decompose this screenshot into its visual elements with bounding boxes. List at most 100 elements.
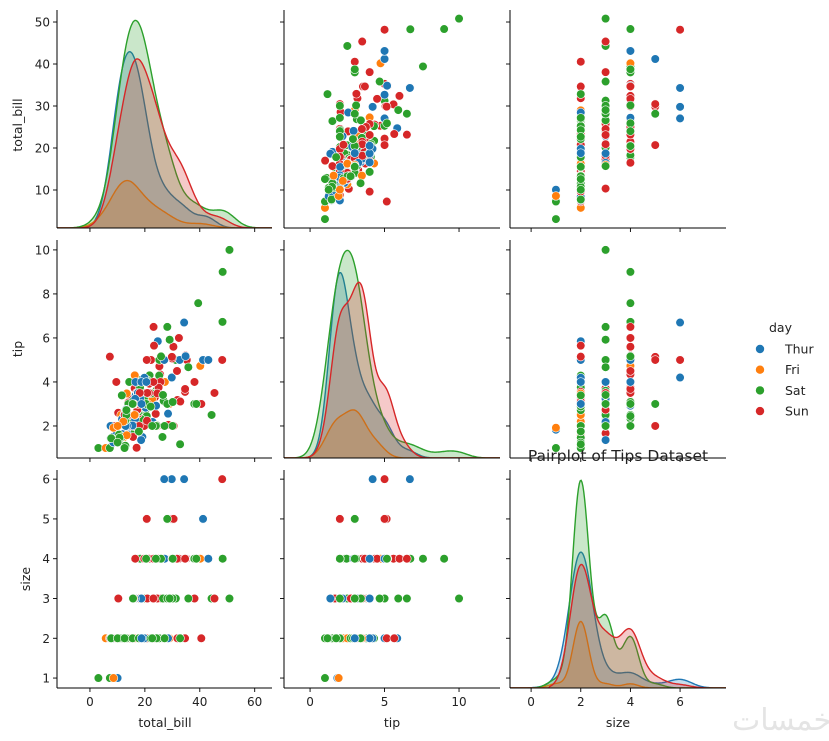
point-sat [625, 351, 636, 362]
point-sat [600, 335, 611, 345]
point-sun [351, 89, 361, 99]
point-sat [342, 41, 352, 51]
point-sat [324, 185, 334, 195]
point-sun [365, 130, 375, 140]
point-sun [320, 156, 330, 166]
point-thur [179, 474, 189, 484]
kde-line-sun [57, 58, 272, 228]
point-sat [335, 113, 345, 123]
y-tick-label: 8 [42, 287, 50, 301]
point-sat [439, 554, 449, 564]
point-sat [625, 24, 636, 34]
point-thur [136, 633, 147, 643]
point-thur [576, 148, 586, 158]
point-sun [357, 36, 367, 47]
point-sat [576, 194, 586, 205]
y-label-size: size [18, 567, 33, 592]
point-sun [180, 384, 190, 394]
point-sat [351, 100, 361, 111]
point-sun [151, 409, 161, 419]
point-sun [625, 333, 636, 343]
panel-content [57, 19, 272, 228]
point-sat [348, 134, 358, 144]
point-sun [148, 593, 158, 604]
panel-content [320, 474, 464, 683]
point-sat [119, 633, 130, 643]
point-sun [625, 158, 636, 168]
point-thur [350, 633, 360, 643]
point-sat [576, 439, 586, 449]
point-sun [217, 474, 227, 484]
x-tick-label: 0 [527, 695, 535, 709]
point-sun [209, 593, 220, 604]
point-sat [600, 362, 611, 372]
y-tick-label: 10 [35, 183, 50, 197]
watermark: خمسات [732, 703, 829, 738]
point-sun [625, 342, 636, 352]
point-sun [402, 130, 412, 140]
point-sat [625, 267, 636, 277]
point-sun [172, 366, 182, 376]
point-sat [320, 673, 330, 683]
point-sun [650, 421, 660, 431]
point-sun [142, 514, 152, 524]
kde-fill-thur [284, 272, 500, 458]
point-sun [379, 140, 390, 150]
point-sun [382, 102, 392, 112]
point-fri [329, 171, 339, 181]
point-sat [350, 514, 360, 524]
point-sat [158, 390, 168, 400]
point-sat [113, 437, 123, 448]
point-sat [356, 115, 366, 125]
point-sun [600, 184, 611, 194]
point-sun [142, 355, 152, 365]
point-sat [322, 89, 333, 99]
point-sat [382, 554, 392, 564]
panel-total-bill-vs-total-bill: 10 20 30 40 50 [35, 10, 272, 232]
point-sat [168, 554, 178, 564]
point-sat [576, 89, 586, 99]
point-sat [191, 554, 201, 564]
point-thur [625, 46, 636, 56]
point-sat [393, 593, 403, 604]
point-thur [625, 377, 636, 387]
point-sat [331, 152, 341, 162]
point-sat [127, 399, 138, 409]
y-tick-label: 2 [42, 632, 50, 646]
point-sat [600, 76, 611, 87]
point-thur [600, 435, 611, 445]
point-sun [365, 67, 375, 77]
point-sat [175, 633, 185, 643]
point-sat [625, 421, 636, 431]
point-sat [183, 593, 193, 604]
point-sun [327, 161, 338, 171]
point-thur [405, 83, 415, 93]
point-sun [402, 554, 412, 564]
panel-total-bill-vs-size [506, 10, 726, 232]
point-sat [157, 432, 168, 442]
kde-fill-sat [57, 20, 272, 228]
point-sun [625, 81, 636, 92]
point-sat [224, 245, 235, 255]
point-sun [350, 57, 360, 67]
x-tick-label: 4 [627, 695, 635, 709]
point-sat [156, 351, 166, 362]
point-sun [576, 57, 586, 67]
point-sat [600, 105, 611, 115]
point-sun [217, 355, 227, 365]
point-fri [551, 191, 561, 201]
point-thur [379, 46, 390, 56]
point-thur [379, 90, 390, 100]
point-thur [382, 81, 392, 91]
point-sat [218, 554, 228, 564]
point-sat [650, 399, 660, 409]
y-tick-label: 4 [42, 552, 50, 566]
panel-content [551, 245, 685, 453]
point-sun [372, 94, 382, 104]
x-tick-label: 0 [86, 695, 94, 709]
point-thur [368, 474, 378, 484]
legend-item-thur: Thur [755, 342, 814, 357]
legend-marker-icon [755, 365, 765, 374]
legend-marker-icon [755, 386, 765, 395]
